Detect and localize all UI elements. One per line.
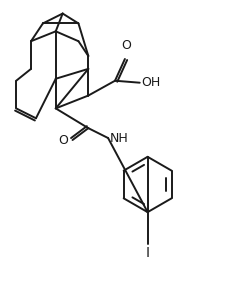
Text: I: I xyxy=(146,246,150,260)
Text: O: O xyxy=(121,39,131,52)
Text: NH: NH xyxy=(110,131,129,145)
Text: OH: OH xyxy=(142,76,161,89)
Text: O: O xyxy=(59,133,69,147)
